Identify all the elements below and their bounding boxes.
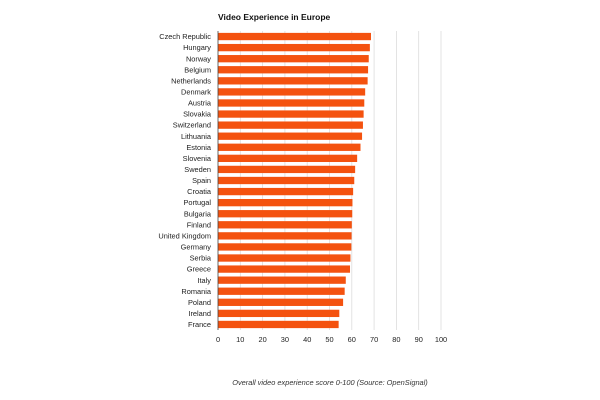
bar <box>218 88 366 96</box>
category-label: Serbia <box>190 254 212 263</box>
bar <box>218 32 371 41</box>
x-tick-labels: 0 10 20 30 40 50 60 70 80 90 100 <box>216 335 447 344</box>
category-label: Sweden <box>184 165 211 174</box>
bar <box>218 265 351 273</box>
category-label: Italy <box>197 276 211 285</box>
bar <box>218 232 352 240</box>
category-label: France <box>188 320 211 329</box>
category-label: Czech Republic <box>159 32 211 41</box>
category-label: Croatia <box>187 187 212 196</box>
bar <box>218 121 363 129</box>
bar <box>218 254 351 262</box>
x-tick-label: 90 <box>415 335 423 344</box>
category-label: Portugal <box>183 198 211 207</box>
category-label: Spain <box>192 176 211 185</box>
bar <box>218 43 370 52</box>
category-label: Ireland <box>188 309 211 318</box>
bar <box>218 165 356 174</box>
bar <box>218 243 352 251</box>
bar <box>218 154 358 163</box>
x-tick-label: 100 <box>435 335 447 344</box>
x-tick-label: 70 <box>370 335 378 344</box>
category-label: Slovakia <box>183 110 212 119</box>
bar <box>218 143 361 151</box>
bar <box>218 221 352 229</box>
category-label: Greece <box>187 265 211 274</box>
x-tick-label: 0 <box>216 335 220 344</box>
category-label: Switzerland <box>173 121 211 130</box>
category-label: United Kingdom <box>158 231 211 240</box>
x-tick-label: 80 <box>392 335 400 344</box>
category-label: Estonia <box>186 143 212 152</box>
category-label: Slovenia <box>183 154 212 163</box>
category-label: Poland <box>188 298 211 307</box>
chart-title: Video Experience in Europe <box>218 12 331 22</box>
category-label: Finland <box>187 220 211 229</box>
category-label: Bulgaria <box>184 209 212 218</box>
category-label: Romania <box>181 287 211 296</box>
bar <box>218 55 369 63</box>
category-labels: Czech Republic Hungary Norway Belgium Nether… <box>158 32 211 329</box>
chart-bars <box>218 32 371 329</box>
bar <box>218 77 368 85</box>
x-tick-label: 40 <box>303 335 311 344</box>
x-tick-label: 10 <box>236 335 244 344</box>
bar <box>218 287 345 295</box>
category-label: Lithuania <box>181 132 212 141</box>
bar <box>218 132 363 140</box>
bar <box>218 309 340 318</box>
x-tick-label: 30 <box>281 335 289 344</box>
bar <box>218 298 344 306</box>
category-label: Belgium <box>184 65 211 74</box>
bar <box>218 198 353 207</box>
bar <box>218 110 364 118</box>
category-label: Netherlands <box>171 76 211 85</box>
category-label: Austria <box>188 99 212 108</box>
bar <box>218 210 353 218</box>
x-tick-label: 50 <box>325 335 333 344</box>
category-label: Germany <box>181 243 212 252</box>
category-label: Denmark <box>181 88 211 97</box>
bar <box>218 187 354 196</box>
category-label: Norway <box>186 54 211 63</box>
chart-caption: Overall video experience score 0-100 (So… <box>232 378 428 387</box>
x-tick-label: 20 <box>258 335 266 344</box>
bar <box>218 176 355 185</box>
category-label: Hungary <box>183 43 211 52</box>
x-tick-label: 60 <box>348 335 356 344</box>
bar <box>218 66 369 74</box>
bar <box>218 276 346 284</box>
bar <box>218 99 365 107</box>
bar <box>218 320 339 329</box>
